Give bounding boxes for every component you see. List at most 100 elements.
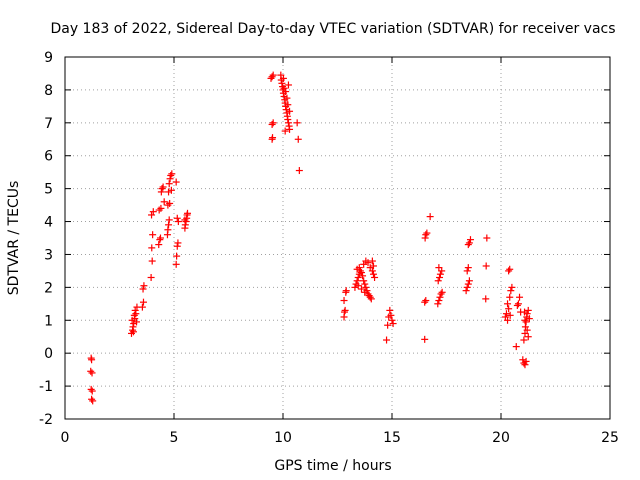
data-point [293,119,301,127]
data-point [512,343,520,351]
data-point [434,277,442,285]
grid-lines [65,57,610,419]
data-point [351,283,359,291]
data-point [438,288,446,296]
data-point [368,257,376,265]
data-point [182,218,190,226]
data-point [164,201,172,209]
x-tick-label: 25 [601,430,619,446]
data-point [269,134,277,142]
y-tick-label: 5 [44,182,53,198]
data-point [166,175,174,183]
data-point [88,356,96,364]
data-point [173,252,181,260]
data-point [282,88,290,96]
data-point [147,273,155,281]
data-point [268,73,276,81]
x-axis-label: GPS time / hours [274,458,391,474]
data-point [88,387,96,395]
data-point [435,297,443,305]
data-point [269,119,277,127]
data-point [184,209,192,217]
data-point [387,311,395,319]
data-point [149,231,157,239]
data-point [166,199,174,207]
data-point [364,259,372,267]
data-point [521,361,529,369]
data-point [278,79,286,87]
data-point [514,300,522,308]
data-point [181,216,189,224]
data-point [423,229,431,237]
data-point [464,241,472,249]
data-point [388,316,396,324]
data-point [159,183,167,191]
data-point [164,226,172,234]
data-point [156,236,164,244]
y-tick-label: 8 [44,83,53,99]
data-point [167,186,175,194]
x-tick-label: 0 [61,430,70,446]
data-point [279,74,287,82]
x-tick-label: 5 [170,430,179,446]
data-point [341,306,349,314]
data-point [269,71,277,79]
data-point [436,270,444,278]
data-point [465,239,473,247]
data-point [174,218,182,226]
data-point [284,101,292,109]
data-point [506,265,514,273]
data-point [437,290,445,298]
data-point [524,333,532,341]
data-point [155,241,163,249]
data-point [505,267,513,275]
data-point [148,257,156,265]
y-tick-label: 0 [44,346,53,362]
data-point [357,269,365,277]
data-point [160,198,168,206]
data-point [421,335,429,343]
data-point [88,395,96,403]
data-point [361,288,369,296]
y-tick-label: 1 [44,313,53,329]
y-tick-label: 4 [44,215,53,231]
data-point [520,336,528,344]
data-point [172,260,180,268]
data-point [361,280,369,288]
x-tick-label: 20 [492,430,510,446]
data-point [284,116,292,124]
data-point [88,369,96,377]
data-point [286,107,294,115]
data-point [421,298,429,306]
data-point [507,287,515,295]
data-points [87,71,533,405]
data-point [482,295,490,303]
y-tick-label: 6 [44,149,53,165]
data-point [383,336,391,344]
data-point [426,213,434,221]
data-point [523,326,531,334]
data-point [130,311,138,319]
data-point [284,119,292,127]
data-point [434,300,442,308]
data-point [521,316,529,324]
data-point [281,127,289,135]
x-tick-label: 10 [274,430,292,446]
data-point [466,236,474,244]
data-point [172,178,180,186]
data-point [280,84,288,92]
data-point [174,239,182,247]
data-point [384,321,392,329]
data-point [502,310,510,318]
data-point [386,306,394,314]
data-point [286,125,294,133]
data-point [165,221,173,229]
data-point [354,282,362,290]
data-point [435,264,443,272]
data-point [521,308,529,316]
chart-title: Day 183 of 2022, Sidereal Day-to-day VTE… [50,21,615,37]
data-point [359,272,367,280]
data-point [138,303,146,311]
y-tick-label: 3 [44,247,53,263]
data-point [356,267,364,275]
